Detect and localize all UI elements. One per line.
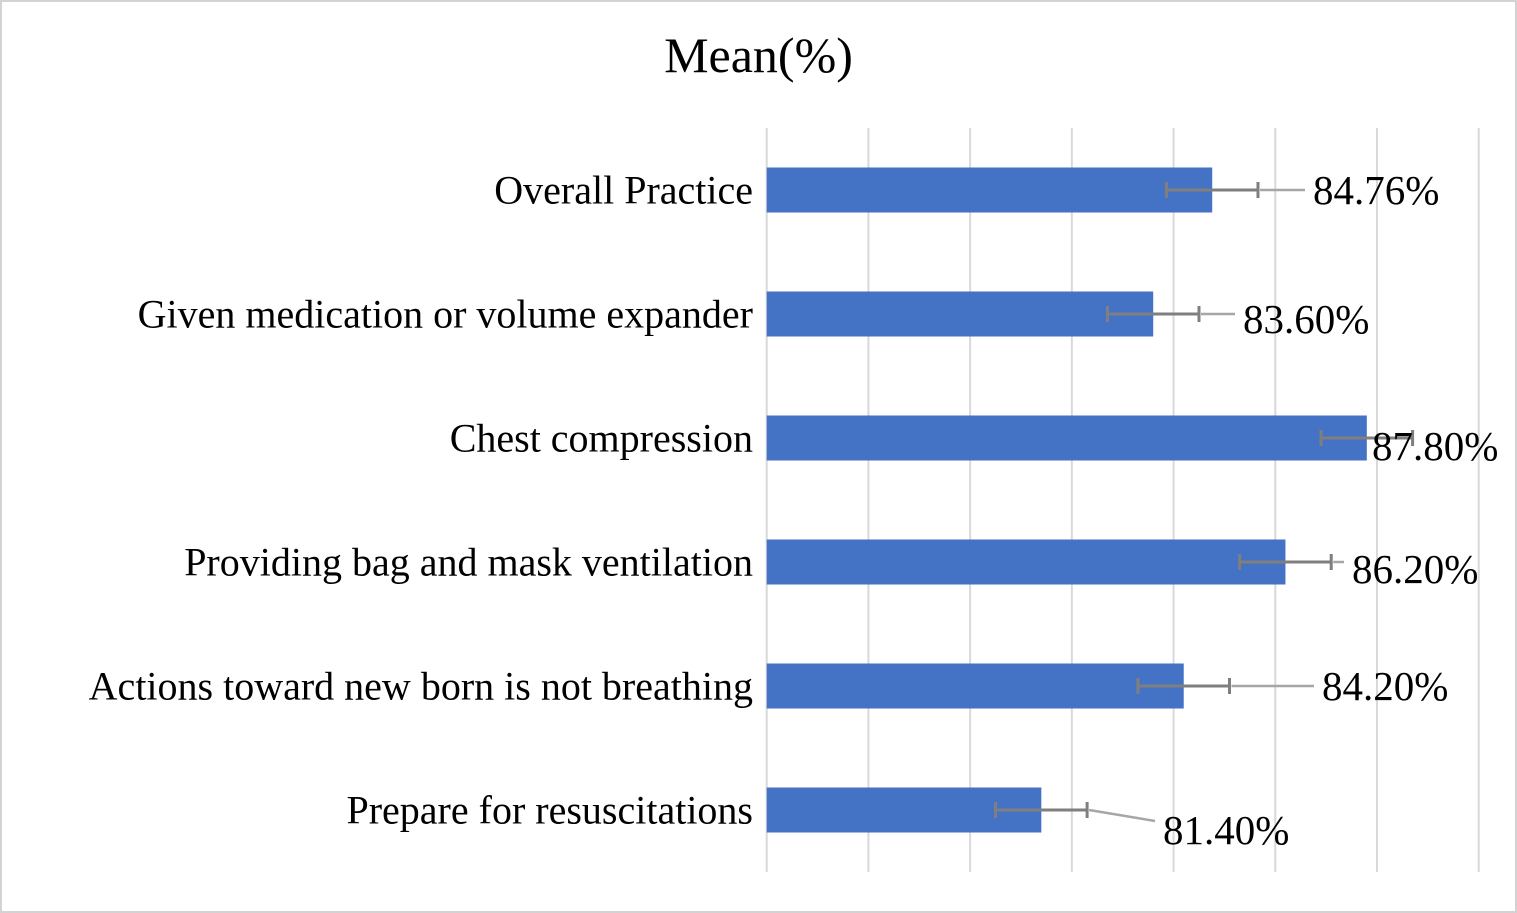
bar: [766, 291, 1154, 337]
value-label: 87.80%: [1372, 423, 1498, 469]
chart-title: Mean(%): [664, 27, 853, 83]
category-label: Providing bag and mask ventilation: [184, 540, 753, 585]
bar: [766, 167, 1213, 213]
bar: [766, 539, 1286, 585]
value-label: 84.20%: [1322, 663, 1448, 709]
category-label: Chest compression: [450, 416, 753, 461]
category-label: Overall Practice: [494, 168, 753, 213]
value-label: 86.20%: [1352, 546, 1478, 592]
value-label: 83.60%: [1243, 296, 1369, 342]
bar: [766, 415, 1367, 461]
value-label: 81.40%: [1163, 807, 1289, 853]
category-label: Prepare for resuscitations: [346, 788, 753, 833]
category-label: Actions toward new born is not breathing: [89, 664, 753, 709]
value-label: 84.76%: [1313, 167, 1439, 213]
category-label: Given medication or volume expander: [138, 292, 753, 337]
bar: [766, 663, 1184, 709]
leader-line: [1088, 808, 1156, 823]
